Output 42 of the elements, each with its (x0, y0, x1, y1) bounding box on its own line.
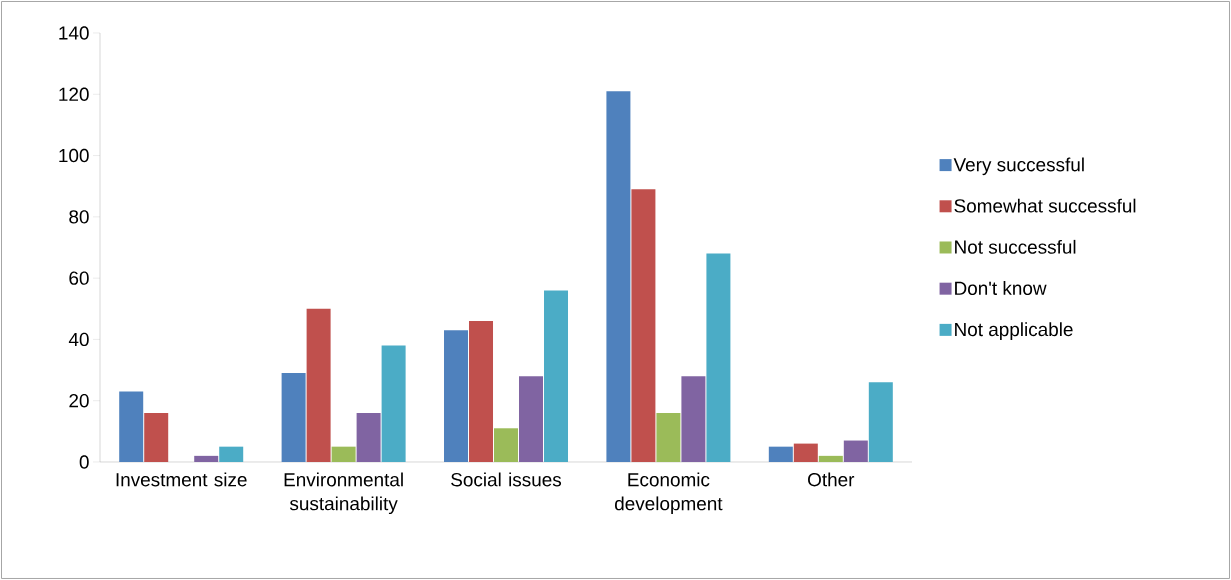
bar (843, 440, 868, 462)
x-tick-label: Investment size (116, 472, 247, 487)
x-tick-label: Economic development (615, 472, 723, 515)
y-tick-label: 20 (69, 394, 89, 408)
bar (706, 253, 731, 462)
bar (606, 91, 631, 462)
y-tick-label: 60 (69, 271, 89, 285)
y-tick-label: 0 (79, 455, 89, 469)
bar (356, 412, 381, 462)
bar (656, 412, 681, 462)
bar (681, 376, 706, 462)
bar (768, 446, 793, 462)
bar (519, 376, 544, 462)
bar (331, 446, 356, 462)
legend-label: Not successful (955, 239, 1076, 254)
legend-label: Not applicable (955, 322, 1073, 340)
bar (793, 443, 818, 462)
bar (494, 428, 519, 462)
y-tick-label: 140 (59, 26, 89, 40)
bar (144, 412, 169, 462)
bar (281, 373, 306, 462)
bar (631, 189, 656, 462)
legend-label: Don't know (955, 281, 1047, 295)
x-tick-label: Environmental sustainability (284, 472, 403, 515)
bar (381, 345, 406, 462)
y-tick-label: 40 (68, 332, 89, 347)
bar (818, 455, 843, 462)
x-tick-label: Other (808, 472, 855, 487)
bar (469, 321, 494, 462)
x-tick-label: Social issues (451, 472, 562, 487)
bar (444, 330, 469, 462)
y-tick-label: 120 (59, 87, 89, 101)
legend-label: Very successful (953, 157, 1084, 176)
bar (868, 382, 893, 462)
bar (219, 446, 244, 462)
legend-label: Somewhat successful (954, 198, 1136, 213)
y-tick-label: 100 (59, 148, 89, 163)
bar (119, 391, 144, 462)
bar (194, 455, 219, 462)
bar (544, 290, 569, 462)
y-tick-label: 80 (69, 210, 89, 224)
bar (306, 308, 331, 462)
